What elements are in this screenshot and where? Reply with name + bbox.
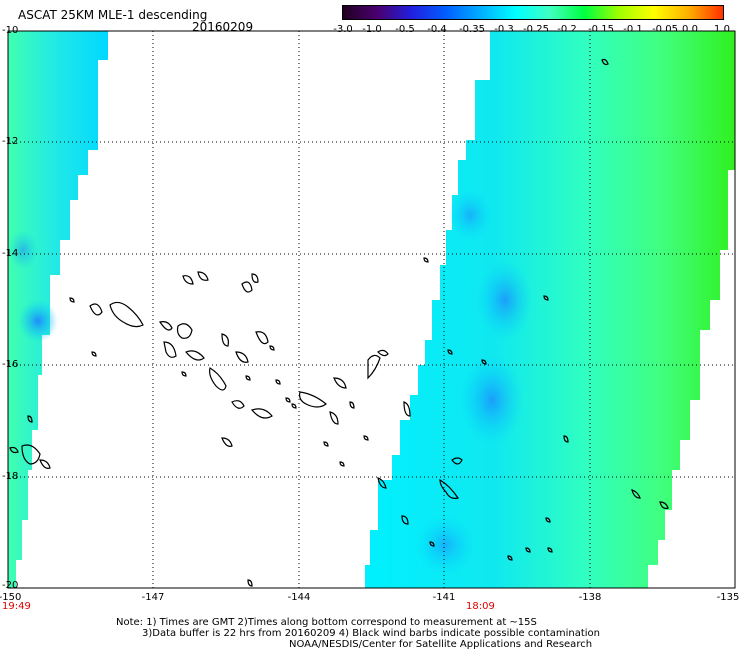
lat-label: -18 bbox=[2, 471, 19, 482]
colorbar-tick: -0.2 bbox=[557, 24, 577, 35]
colorbar-tick: -3.0 bbox=[333, 24, 353, 35]
grid-lines bbox=[8, 31, 735, 588]
left-swath bbox=[8, 31, 108, 588]
lat-label: -20 bbox=[2, 580, 19, 591]
footer-note-1: Note: 1) Times are GMT 2)Times along bot… bbox=[116, 617, 537, 628]
colorbar bbox=[342, 5, 724, 20]
colorbar-tick: -0.05 bbox=[652, 24, 678, 35]
lat-label: -12 bbox=[2, 136, 19, 147]
colorbar-tick: -0.1 bbox=[623, 24, 643, 35]
lat-label: -14 bbox=[2, 248, 19, 259]
lat-label: -10 bbox=[2, 25, 19, 36]
right-swath bbox=[365, 31, 735, 588]
colorbar-tick: -0.25 bbox=[523, 24, 549, 35]
colorbar-tick: 1.0 bbox=[714, 24, 730, 35]
colorbar-tick: -0.5 bbox=[395, 24, 415, 35]
lon-label: -144 bbox=[287, 592, 311, 603]
island-outlines bbox=[9, 58, 669, 587]
lat-label: -16 bbox=[2, 359, 19, 370]
lon-label: -135 bbox=[716, 592, 740, 603]
colorbar-tick: 0.0 bbox=[682, 24, 698, 35]
swath-time-left: 19:49 bbox=[2, 601, 31, 612]
lon-label: -147 bbox=[141, 592, 165, 603]
footer-credit: NOAA/NESDIS/Center for Satellite Applica… bbox=[289, 639, 593, 650]
colorbar-tick: -0.35 bbox=[459, 24, 485, 35]
product-title: ASCAT 25KM MLE-1 descending bbox=[18, 8, 208, 22]
colorbar-tick: -0.4 bbox=[427, 24, 447, 35]
lon-label: -141 bbox=[432, 592, 456, 603]
colorbar-tick: -0.3 bbox=[494, 24, 514, 35]
lon-label: -150 bbox=[0, 592, 22, 603]
lon-label: -138 bbox=[578, 592, 602, 603]
colorbar-tick: -1.0 bbox=[362, 24, 382, 35]
swath-time-right: 18:09 bbox=[466, 601, 495, 612]
colorbar-tick: -0.15 bbox=[588, 24, 614, 35]
plot-frame bbox=[7, 30, 736, 589]
footer-note-2: 3)Data buffer is 22 hrs from 20160209 4)… bbox=[142, 628, 600, 639]
